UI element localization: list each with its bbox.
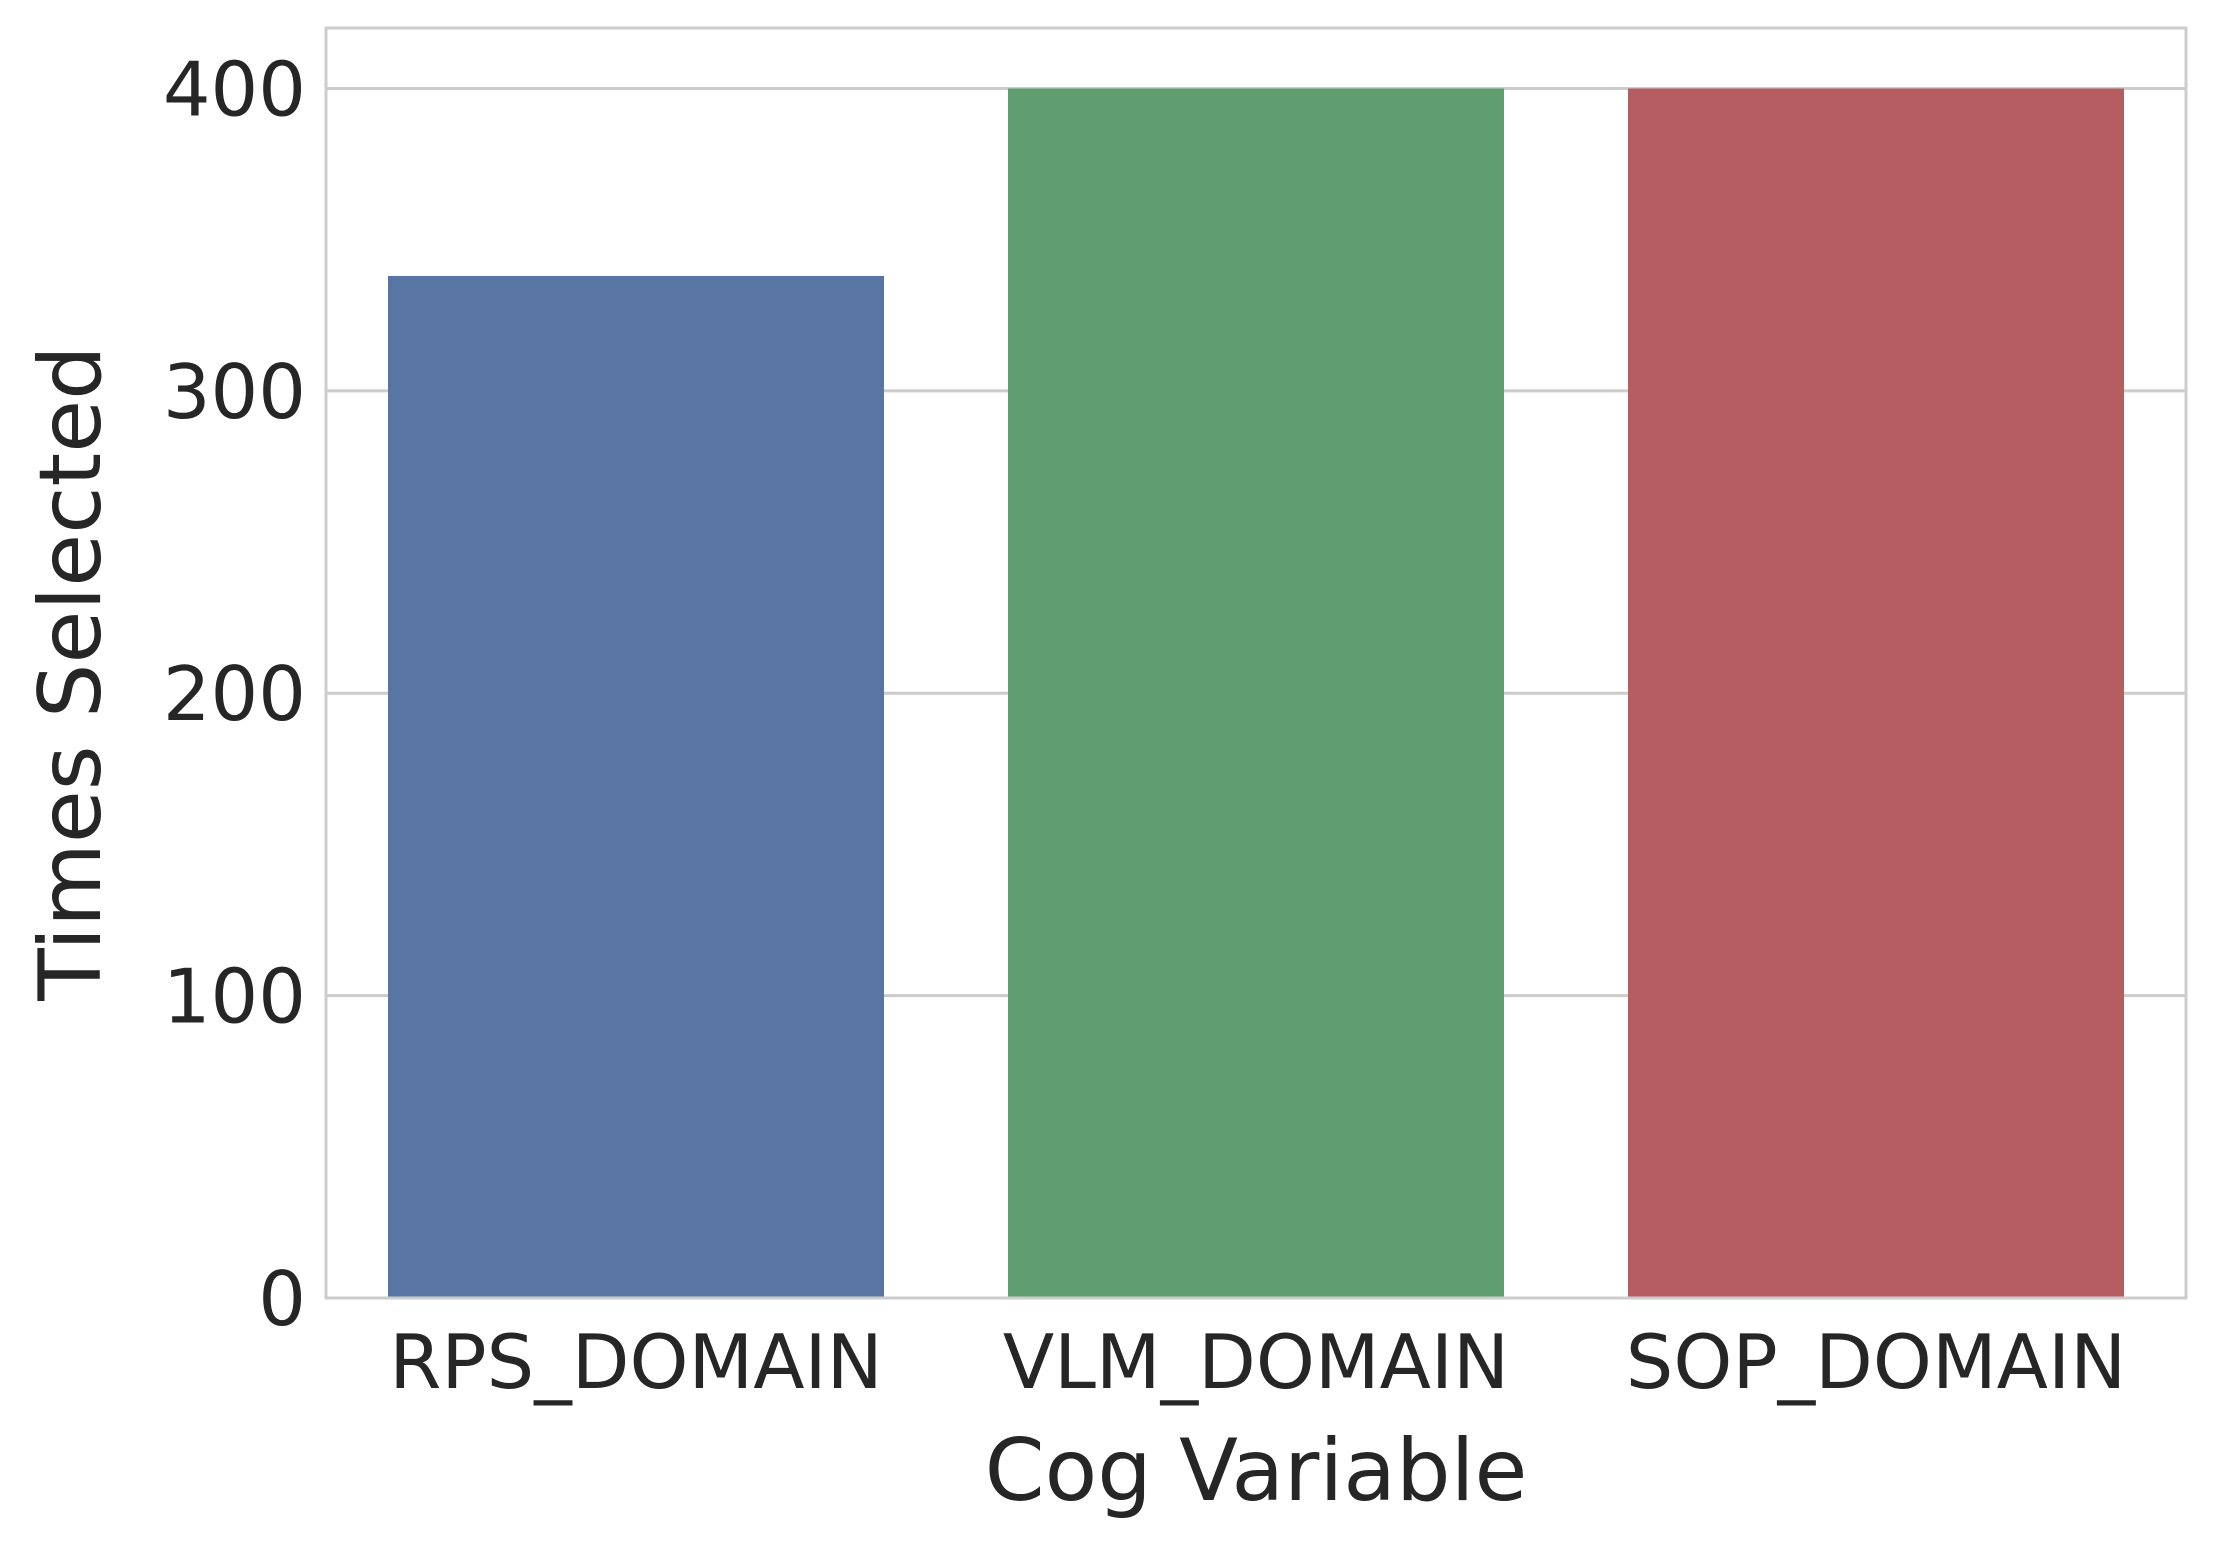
plot-area-frame: [324, 26, 2188, 1300]
y-tick-label: 400: [163, 45, 306, 133]
y-axis-title: Times Selected: [21, 345, 121, 1001]
x-tick-label: RPS_DOMAIN: [389, 1318, 882, 1406]
y-tick-label: 200: [163, 650, 306, 738]
x-tick-label: SOP_DOMAIN: [1626, 1318, 2126, 1406]
bar-vlm-domain: [1008, 88, 1504, 1298]
bar-series: [388, 88, 2124, 1298]
bar-rps-domain: [388, 275, 884, 1298]
bar-sop-domain: [1628, 88, 2124, 1298]
y-tick-label: 0: [258, 1255, 306, 1343]
x-tick-label: VLM_DOMAIN: [1003, 1318, 1509, 1406]
y-tick-label: 300: [163, 348, 306, 436]
x-tick-labels: RPS_DOMAIN VLM_DOMAIN SOP_DOMAIN: [389, 1318, 2126, 1406]
y-tick-labels: 0 100 200 300 400: [163, 45, 306, 1343]
x-axis-title: Cog Variable: [985, 1421, 1528, 1521]
y-tick-label: 100: [163, 953, 306, 1041]
